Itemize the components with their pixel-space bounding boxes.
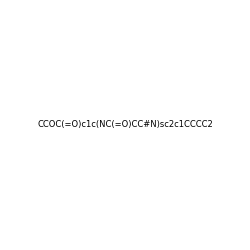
Text: CCOC(=O)c1c(NC(=O)CC#N)sc2c1CCCC2: CCOC(=O)c1c(NC(=O)CC#N)sc2c1CCCC2 (37, 120, 213, 130)
